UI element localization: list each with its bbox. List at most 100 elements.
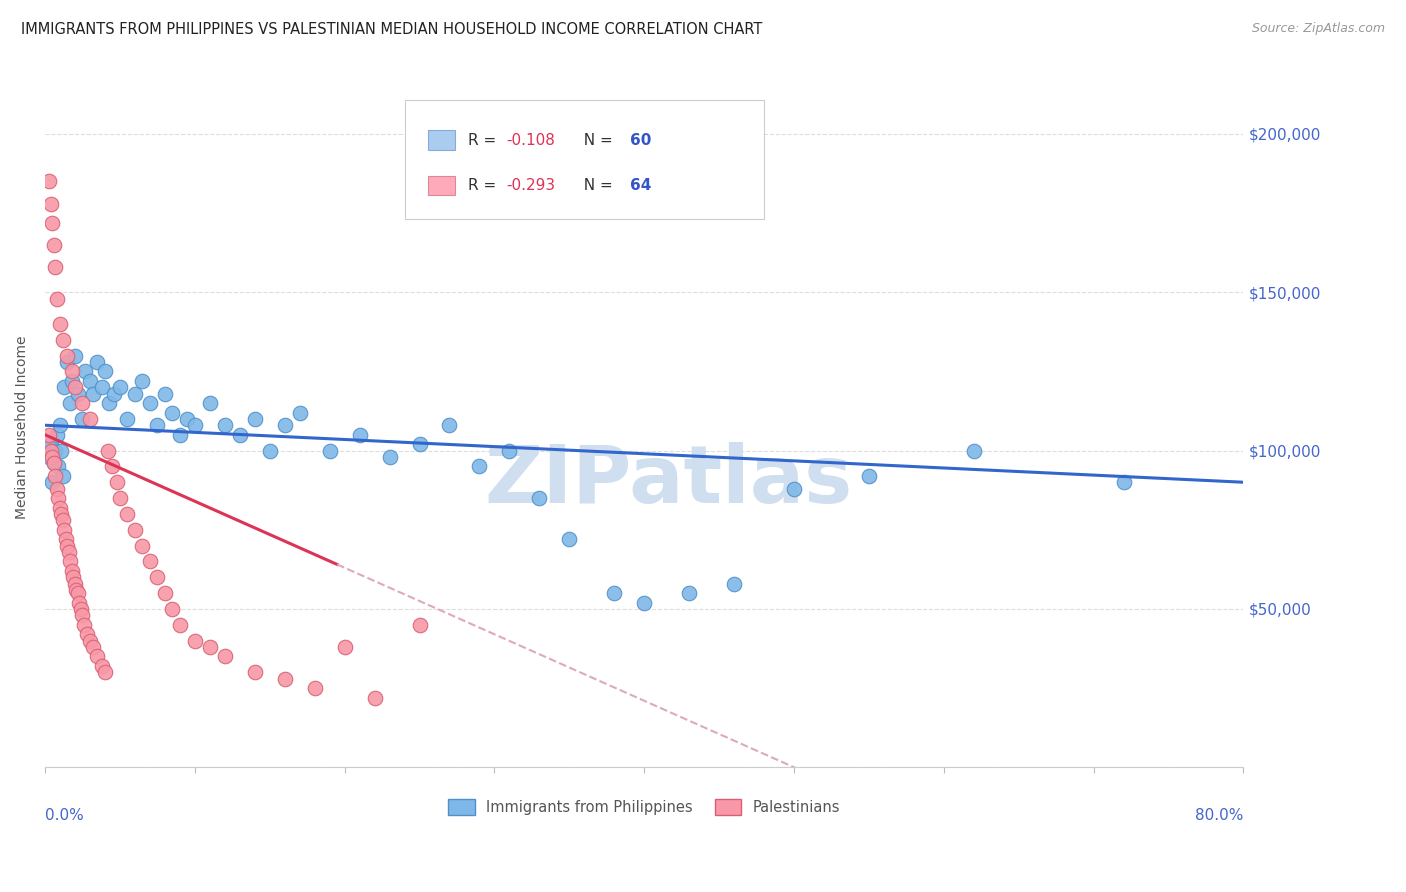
Point [86, 355, 108, 369]
Point [52, 333, 75, 347]
Text: R =: R = [468, 133, 501, 148]
Point [468, 459, 491, 474]
Point [63, 380, 86, 394]
Point [73, 617, 96, 632]
Point [46, 427, 69, 442]
Point [53, 380, 76, 394]
Point [229, 427, 252, 442]
Point [963, 443, 986, 458]
Point [72, 412, 94, 426]
Point [38, 427, 60, 442]
Text: Source: ZipAtlas.com: Source: ZipAtlas.com [1251, 22, 1385, 36]
Text: -0.108: -0.108 [506, 133, 555, 148]
Point [86, 649, 108, 664]
Point [76, 627, 98, 641]
Point [101, 459, 124, 474]
Point [349, 427, 371, 442]
Point [153, 586, 176, 600]
Point [44, 260, 66, 274]
Point [60, 374, 83, 388]
Point [131, 374, 153, 388]
Point [103, 386, 125, 401]
Point [51, 507, 73, 521]
Point [90, 380, 112, 394]
Point [41, 450, 63, 464]
Point [42, 456, 65, 470]
Text: N =: N = [574, 133, 617, 148]
Point [273, 418, 295, 433]
Point [90, 659, 112, 673]
Text: 80.0%: 80.0% [1195, 808, 1243, 823]
Point [529, 491, 551, 505]
FancyBboxPatch shape [429, 130, 456, 150]
Point [72, 396, 94, 410]
Point [72, 608, 94, 623]
Point [56, 539, 79, 553]
Point [98, 396, 121, 410]
Point [63, 349, 86, 363]
Y-axis label: Median Household Income: Median Household Income [15, 335, 30, 518]
Point [162, 406, 184, 420]
Point [318, 443, 340, 458]
Point [678, 586, 700, 600]
Point [139, 396, 162, 410]
Point [124, 523, 146, 537]
Point [131, 539, 153, 553]
Point [243, 665, 266, 680]
Point [153, 386, 176, 401]
Point [65, 582, 87, 597]
Point [139, 554, 162, 568]
Point [783, 482, 806, 496]
Point [59, 396, 82, 410]
Point [363, 690, 385, 705]
Point [58, 545, 80, 559]
Point [42, 456, 65, 470]
Point [48, 491, 70, 505]
Text: 64: 64 [630, 178, 651, 194]
Text: IMMIGRANTS FROM PHILIPPINES VS PALESTINIAN MEDIAN HOUSEHOLD INCOME CORRELATION C: IMMIGRANTS FROM PHILIPPINES VS PALESTINI… [21, 22, 762, 37]
Point [273, 672, 295, 686]
Point [198, 640, 221, 654]
Point [146, 418, 169, 433]
Point [117, 507, 139, 521]
FancyBboxPatch shape [429, 176, 456, 195]
Point [603, 586, 626, 600]
Point [288, 406, 311, 420]
Text: N =: N = [574, 178, 617, 194]
Point [51, 443, 73, 458]
Point [498, 443, 520, 458]
Point [97, 443, 120, 458]
Point [214, 418, 236, 433]
Point [558, 533, 581, 547]
Point [46, 292, 69, 306]
Point [94, 364, 117, 378]
Point [408, 617, 430, 632]
FancyBboxPatch shape [405, 100, 763, 219]
Point [49, 418, 72, 433]
Point [723, 576, 745, 591]
Point [46, 482, 69, 496]
Point [198, 396, 221, 410]
Point [146, 570, 169, 584]
Point [63, 576, 86, 591]
Point [408, 437, 430, 451]
Point [633, 596, 655, 610]
Point [53, 523, 76, 537]
Point [169, 617, 191, 632]
Point [55, 533, 77, 547]
Point [439, 418, 461, 433]
Point [44, 469, 66, 483]
Point [66, 386, 89, 401]
Point [108, 380, 131, 394]
Point [184, 633, 207, 648]
Point [49, 500, 72, 515]
Point [67, 596, 90, 610]
Point [60, 364, 83, 378]
Point [79, 374, 101, 388]
Point [82, 386, 104, 401]
Point [108, 491, 131, 505]
Point [82, 640, 104, 654]
Point [333, 640, 356, 654]
Point [214, 649, 236, 664]
Point [39, 196, 62, 211]
